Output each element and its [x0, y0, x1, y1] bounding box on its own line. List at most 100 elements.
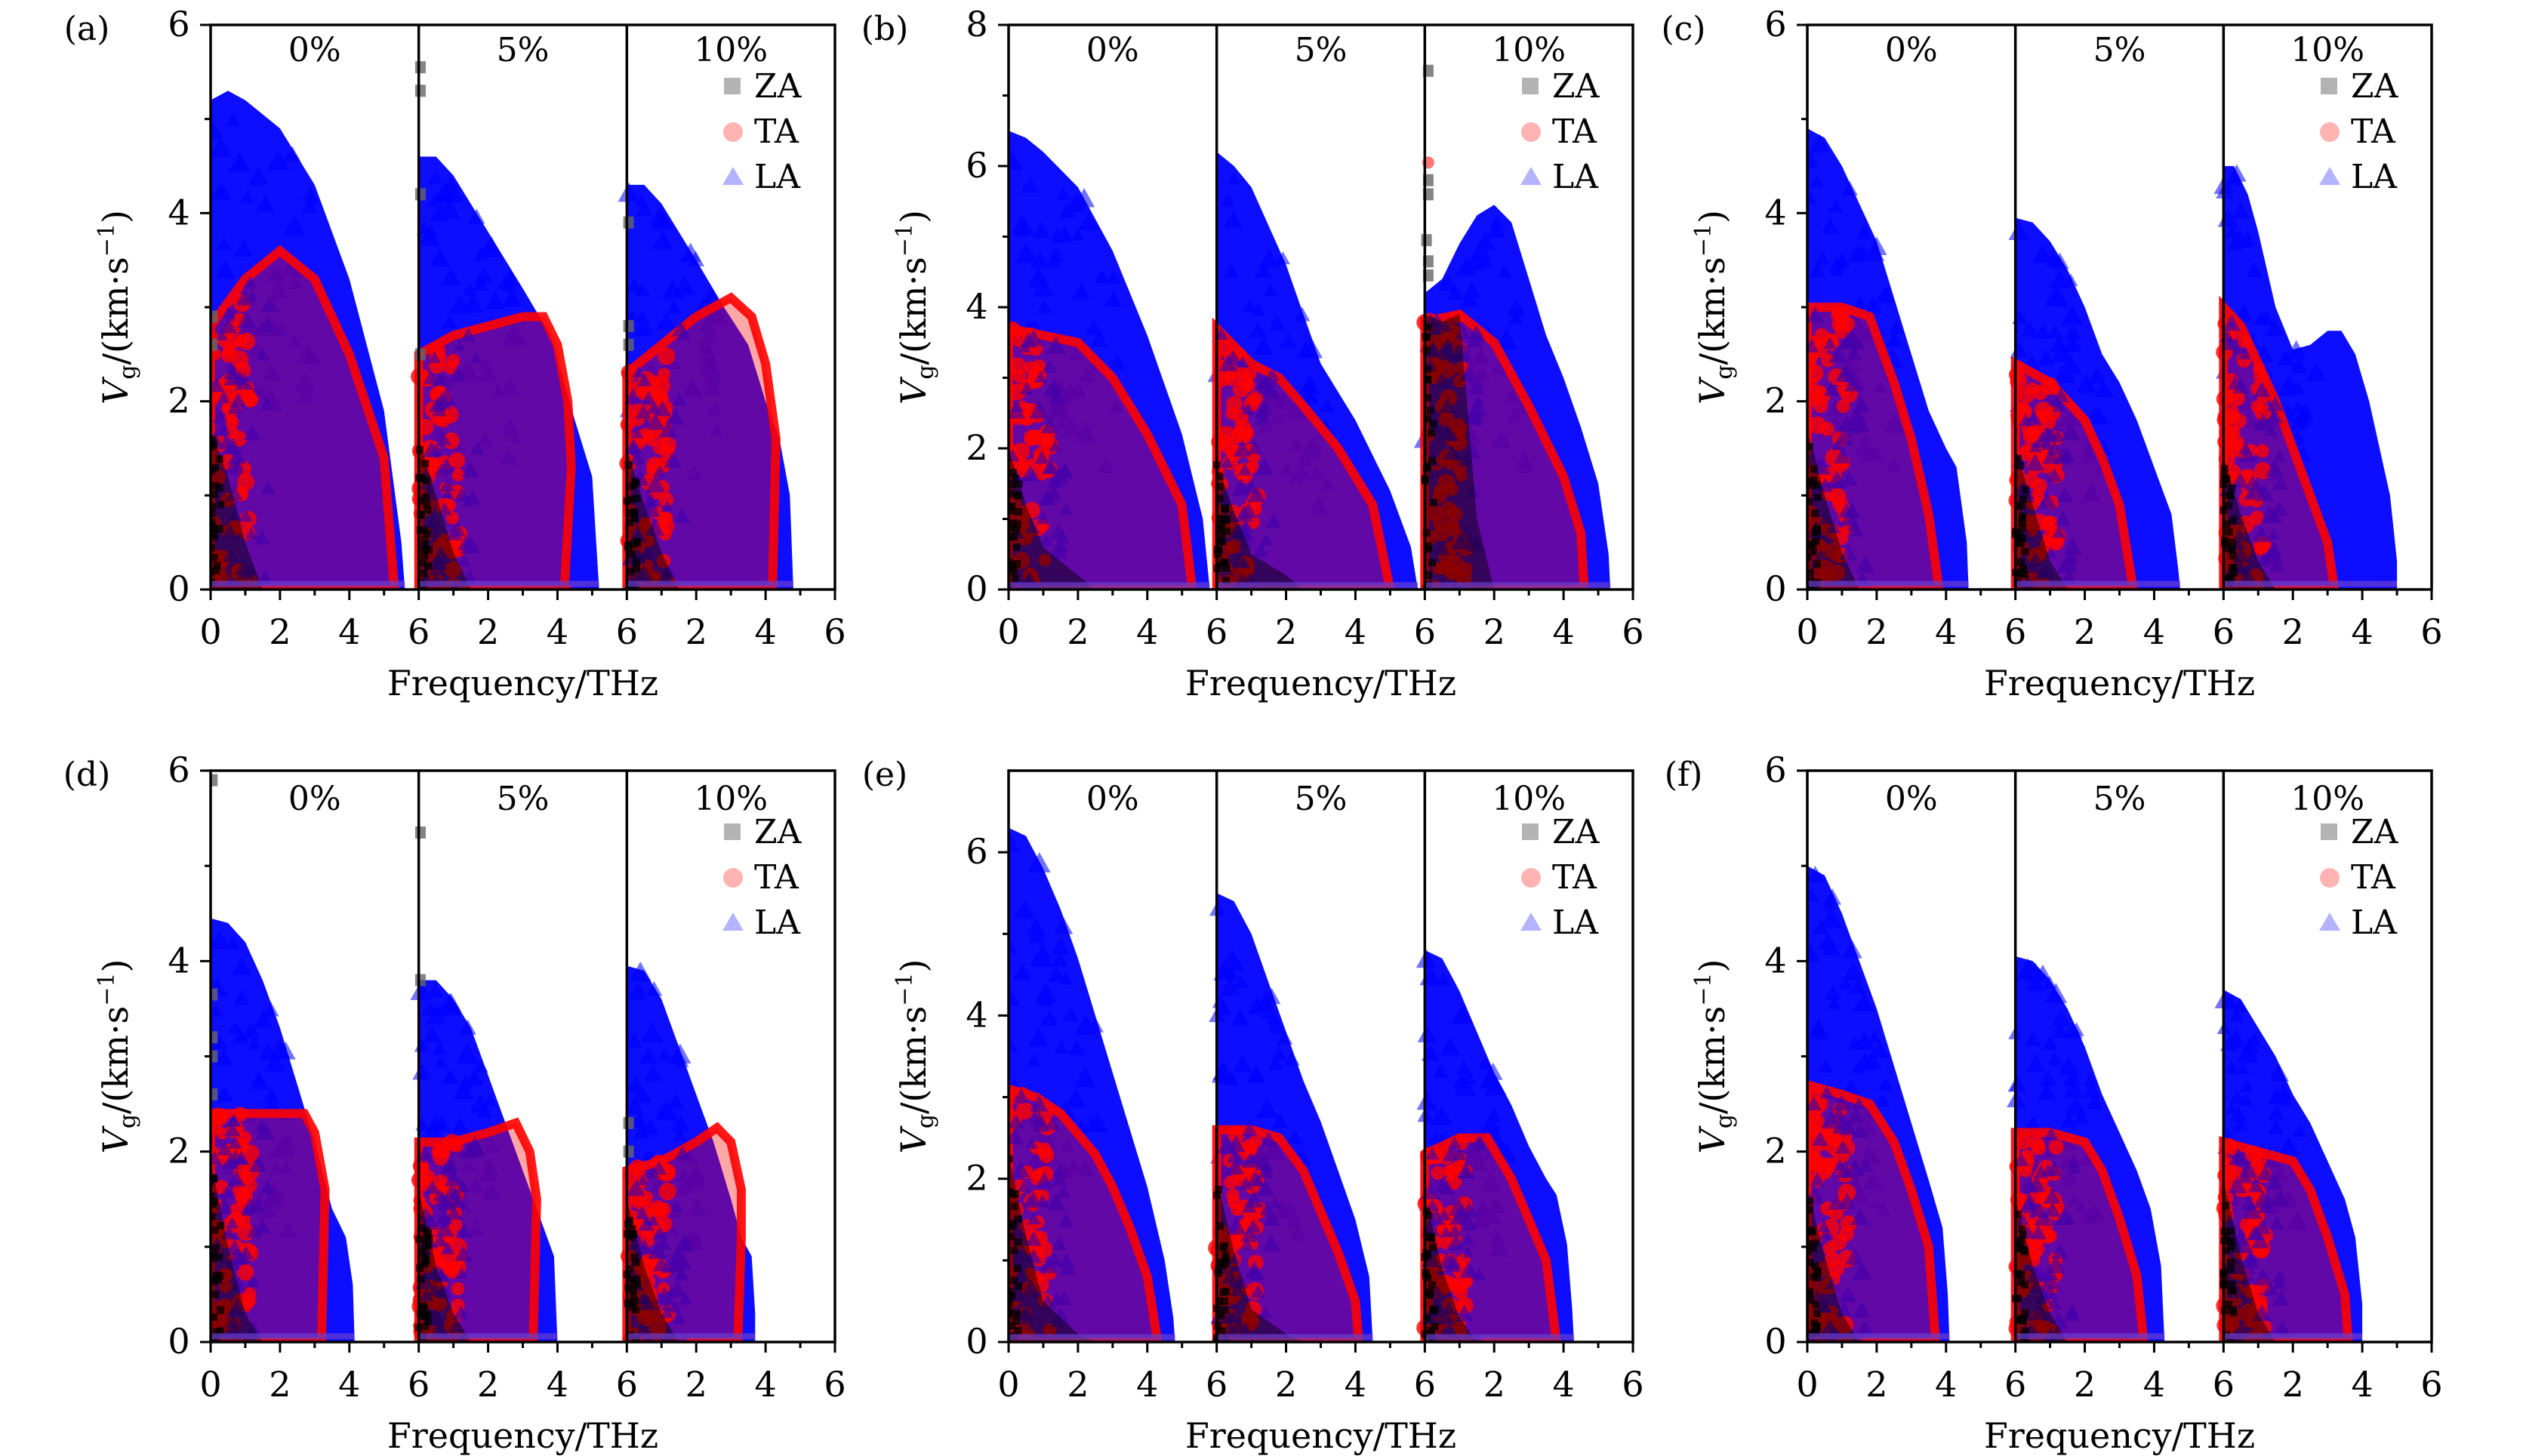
LA-marker	[239, 189, 255, 204]
LA-marker	[1308, 465, 1325, 480]
LA-marker	[1049, 523, 1067, 539]
LA-marker	[1807, 887, 1819, 903]
LA-marker	[1433, 371, 1452, 388]
y-tick-label: 4	[168, 940, 189, 980]
LA-marker	[234, 558, 253, 575]
LA-marker	[2272, 1276, 2287, 1289]
ZA-region	[1216, 462, 1304, 589]
LA-marker	[226, 1113, 242, 1128]
LA-marker	[1257, 1180, 1274, 1196]
LA-marker	[1856, 1319, 1874, 1337]
x-tick-label: 6	[1622, 611, 1643, 652]
ZA-marker	[2022, 485, 2030, 494]
ZA-region	[2223, 1180, 2276, 1342]
LA-marker	[216, 390, 230, 404]
LA-marker	[2269, 557, 2284, 571]
TA-marker	[1245, 1301, 1261, 1318]
x-axis-label: Frequency/THz	[387, 663, 658, 703]
LA-marker	[2026, 1265, 2046, 1282]
y-tick-label: 0	[168, 568, 189, 609]
TA-marker	[653, 377, 671, 395]
x-tick-label: 2	[2282, 1364, 2304, 1405]
TA-marker	[645, 1208, 660, 1222]
LA-marker	[2223, 224, 2241, 239]
LA-marker	[698, 345, 719, 365]
subplot-0pct	[1807, 866, 1950, 1342]
LA-marker	[1455, 325, 1471, 339]
LA-marker	[2234, 563, 2247, 576]
LA-marker	[2046, 468, 2062, 482]
strain-label: 0%	[1885, 780, 1938, 818]
LA-marker	[248, 1036, 262, 1049]
TA-marker	[451, 1282, 464, 1295]
LA-marker	[215, 260, 236, 279]
LA-marker	[1470, 240, 1493, 261]
ylabel-close: )	[1692, 959, 1733, 973]
LA-marker	[636, 1292, 649, 1304]
ZA-marker	[417, 474, 425, 482]
ZA-marker	[1422, 528, 1431, 537]
LA-marker	[1040, 534, 1053, 546]
LA-marker	[1252, 336, 1274, 355]
LA-marker	[1237, 525, 1255, 541]
LA-marker	[1052, 1171, 1067, 1186]
LA-marker	[1254, 405, 1269, 420]
LA-marker	[1009, 1128, 1024, 1144]
LA-marker	[624, 388, 642, 405]
baseline-markers	[1807, 1333, 1950, 1340]
ZA-marker	[2018, 515, 2026, 523]
LA-marker	[233, 990, 250, 1005]
x-tick-label: 2	[477, 1364, 499, 1405]
TA-marker	[1221, 542, 1235, 556]
TA-marker	[2042, 516, 2059, 531]
LA-marker	[1231, 1008, 1250, 1026]
ZA-marker	[1219, 559, 1228, 567]
ZA-marker	[421, 493, 430, 501]
TA-marker	[2241, 1304, 2254, 1317]
ZA-marker	[2228, 1280, 2236, 1288]
LA-marker	[627, 981, 648, 1000]
LA-marker	[1045, 1116, 1061, 1130]
LA-marker	[1242, 1152, 1259, 1168]
LA-marker	[629, 451, 645, 465]
ylabel-units: /(km·s	[1692, 257, 1733, 365]
LA-marker	[618, 182, 640, 202]
ZA-marker	[2229, 552, 2238, 560]
LA-marker	[1440, 320, 1453, 332]
LA-marker	[1416, 1091, 1438, 1110]
ylabel-close: )	[1692, 210, 1733, 223]
LA-marker	[661, 500, 674, 513]
LA-marker	[1032, 277, 1054, 297]
x-axis-label: Frequency/THz	[1185, 663, 1456, 703]
panel-label: (b)	[861, 10, 909, 48]
ylabel-superscript: −1	[94, 223, 120, 257]
LA-marker	[1268, 315, 1286, 331]
LA-marker	[1240, 1226, 1258, 1242]
LA-marker	[1255, 1097, 1278, 1119]
TA-marker	[2245, 1284, 2260, 1299]
ZA-marker	[1812, 537, 1820, 545]
LA-marker	[243, 424, 261, 440]
LA-marker	[1308, 495, 1329, 514]
LA-marker	[1840, 365, 1853, 377]
LA-marker	[215, 1049, 234, 1066]
ZA-marker	[627, 568, 635, 576]
ZA-marker	[2019, 524, 2027, 532]
x-tick-label: 6	[2004, 611, 2026, 652]
TA-marker	[1040, 434, 1055, 448]
LA-marker	[1884, 414, 1905, 433]
ZA-marker	[1807, 497, 1813, 506]
ZA-marker	[1222, 564, 1231, 572]
ZA-marker	[1425, 571, 1433, 579]
LA-marker	[262, 1001, 279, 1017]
LA-marker	[2064, 273, 2078, 287]
LA-marker	[2050, 1022, 2069, 1039]
LA-marker	[1016, 1304, 1035, 1320]
x-tick-label: 6	[408, 1364, 430, 1405]
LA-marker	[1455, 1304, 1474, 1322]
ZA-marker	[1012, 526, 1021, 534]
ZA-marker	[211, 1254, 217, 1263]
TA-marker	[641, 534, 655, 548]
